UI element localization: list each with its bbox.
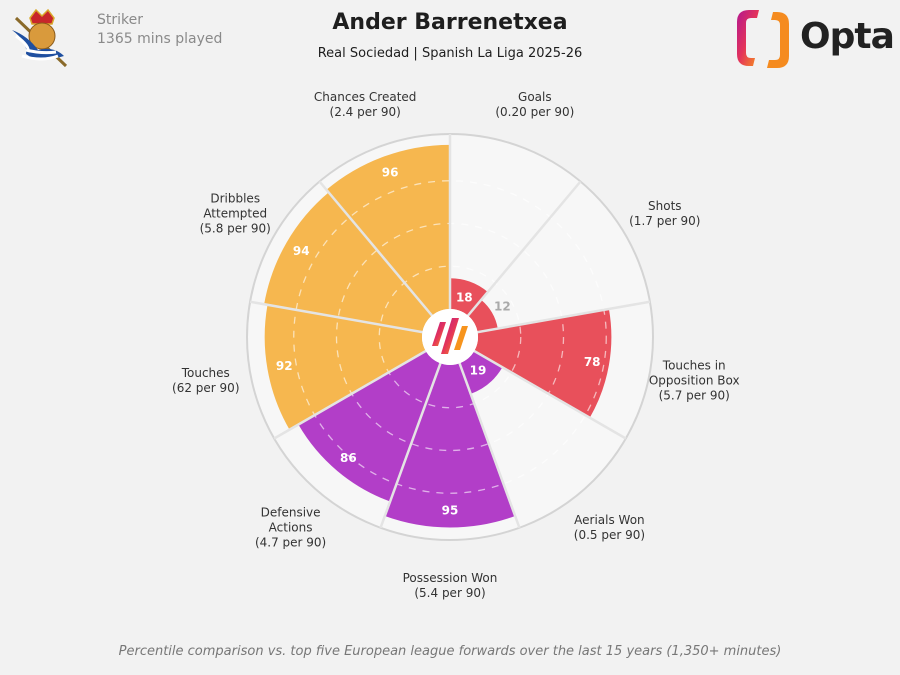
slice-divider (379, 336, 452, 529)
value-label: 96 (382, 165, 399, 179)
player-role: Striker (97, 12, 143, 28)
slice-divider (273, 335, 451, 440)
value-label: 78 (584, 355, 601, 369)
metric-label: Touches (62 per 90) (172, 366, 239, 395)
metric-label: Chances Created (2.4 per 90) (314, 90, 416, 119)
value-label: 92 (276, 359, 293, 373)
value-label: 94 (293, 244, 310, 258)
slice-possession-won (384, 363, 516, 528)
subtitle: Real Sociedad | Spanish La Liga 2025-26 (317, 46, 583, 61)
slice-touches-in (474, 308, 612, 418)
opta-wordmark: Opta (800, 16, 895, 57)
slice-divider (449, 300, 651, 339)
value-label: 18 (456, 291, 473, 305)
center-logo-icon (422, 309, 478, 365)
minutes-played: 1365 mins played (97, 31, 223, 47)
value-label: 95 (442, 503, 459, 517)
grid-ring (293, 180, 607, 494)
metric-label: Defensive Actions (4.7 per 90) (255, 505, 326, 549)
slice-divider (318, 180, 451, 338)
opta-logo-icon (737, 10, 789, 68)
grid-ring (378, 265, 522, 409)
value-label: 12 (494, 300, 511, 314)
slice-touches (264, 304, 426, 430)
metric-label: Shots (1.7 per 90) (629, 199, 700, 228)
metric-label: Goals (0.20 per 90) (495, 90, 574, 119)
slice-divider (449, 335, 627, 440)
footnote: Percentile comparison vs. top five Europ… (118, 644, 782, 659)
metric-label: Possession Won (5.4 per 90) (403, 571, 498, 600)
slice-divider (449, 180, 582, 338)
slice-dribbles (264, 192, 433, 333)
metric-label: Touches in Opposition Box (5.7 per 90) (649, 359, 740, 403)
club-crest-logo (12, 8, 68, 68)
value-label: 19 (470, 363, 487, 377)
player-info: Striker 1365 mins played (97, 11, 222, 49)
slice-goals (450, 278, 488, 316)
slice-divider (448, 336, 521, 529)
slice-defensive (298, 351, 441, 502)
page-title: Ander Barrenetxea (332, 10, 568, 35)
metric-label: Aerials Won (0.5 per 90) (574, 513, 645, 542)
value-label: 86 (340, 451, 357, 465)
metric-label: Dribbles Attempted (5.8 per 90) (200, 192, 271, 236)
slice-chances-created (326, 144, 450, 316)
slice-divider (249, 300, 451, 339)
